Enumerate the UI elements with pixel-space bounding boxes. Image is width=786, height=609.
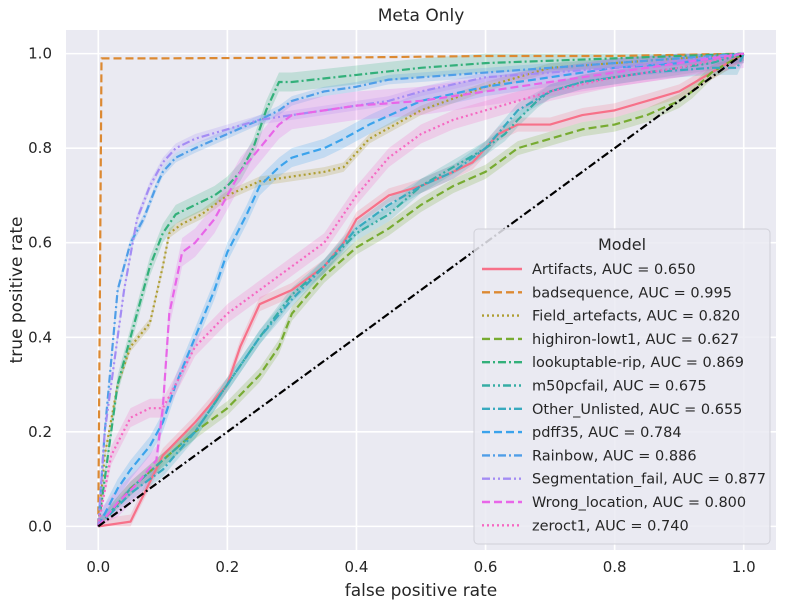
series-line (97, 52, 744, 527)
legend-label: Artifacts, AUC = 0.650 (532, 262, 696, 278)
y-tick-label: 0.4 (28, 328, 52, 346)
series-line (97, 52, 744, 527)
legend-label: m50pcfail, AUC = 0.675 (532, 379, 707, 395)
x-tick-label: 0.0 (86, 558, 110, 576)
legend-box (473, 228, 771, 545)
series-lines (97, 52, 745, 528)
legend-label: zeroct1, AUC = 0.740 (532, 518, 689, 534)
series-line (97, 52, 744, 527)
legend-label: highiron-lowt1, AUC = 0.627 (532, 332, 739, 348)
x-tick-label: 0.4 (345, 558, 369, 576)
legend-label: lookuptable-rip, AUC = 0.869 (532, 355, 744, 371)
series-line (97, 52, 745, 528)
legend-label: badsequence, AUC = 0.995 (532, 285, 732, 301)
legend-label: Other_Unlisted, AUC = 0.655 (532, 402, 742, 418)
series-line (97, 53, 745, 528)
legend-label: Field_artefacts, AUC = 0.820 (532, 309, 740, 325)
legend-label: Wrong_location, AUC = 0.800 (532, 495, 746, 511)
x-tick-label: 0.8 (603, 558, 627, 576)
series-line (97, 52, 744, 528)
series-line (97, 52, 744, 527)
x-tick-label: 1.0 (732, 558, 756, 576)
legend-label: pdff35, AUC = 0.784 (532, 425, 682, 441)
x-axis-label: false positive rate (345, 581, 497, 601)
x-tick-label: 0.6 (474, 558, 498, 576)
reference-diagonal (97, 52, 745, 528)
legend: Model Artifacts, AUC = 0.650 badsequence,… (473, 228, 771, 545)
series-line (97, 52, 745, 528)
y-tick-label: 0.0 (28, 517, 52, 535)
y-tick-label: 0.2 (28, 423, 52, 441)
y-axis-label: true positive rate (7, 217, 27, 364)
x-tick-label: 0.2 (215, 558, 239, 576)
legend-title: Model (598, 235, 646, 254)
series-line (97, 52, 744, 527)
y-tick-label: 1.0 (28, 45, 52, 63)
y-tick-label: 0.8 (28, 139, 52, 157)
legend-label: Rainbow, AUC = 0.886 (532, 448, 697, 464)
chart-title: Meta Only (378, 6, 465, 26)
legend-label: Segmentation_fail, AUC = 0.877 (532, 472, 766, 488)
legend-items: Artifacts, AUC = 0.650 badsequence, AUC =… (482, 262, 766, 534)
series-line (97, 52, 744, 527)
tick-labels: 0.0 0.2 0.4 0.6 0.8 1.0 0.0 0.2 0.4 0.6 0.8 1.0 (28, 45, 756, 576)
y-tick-label: 0.6 (28, 234, 52, 252)
